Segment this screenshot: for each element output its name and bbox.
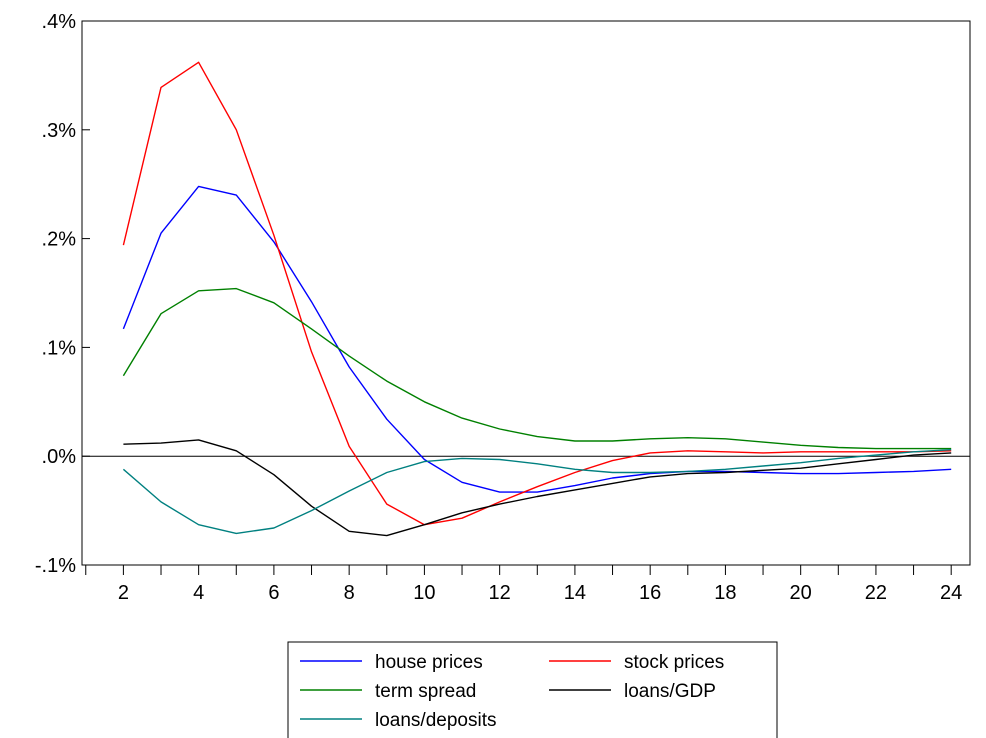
y-tick-label: -.1%	[35, 555, 76, 577]
x-tick-label: 2	[118, 582, 129, 604]
plot-frame	[81, 20, 971, 566]
legend-label-loans-gdp: loans/GDP	[624, 681, 716, 702]
y-tick-label: .3%	[42, 120, 77, 142]
x-tick-label: 6	[268, 582, 279, 604]
legend-label-term-spread: term spread	[375, 681, 476, 702]
legend-label-stock-prices: stock prices	[624, 652, 724, 673]
series-line-loans-gdp	[123, 439, 952, 537]
legend-box	[287, 641, 778, 738]
series-line-house-prices	[122, 185, 952, 493]
y-tick-label: .4%	[42, 11, 77, 33]
series-line-loans-deposits	[122, 449, 952, 535]
legend: house prices stock prices term spread loans…	[287, 641, 778, 738]
x-tick-label: 16	[639, 582, 661, 604]
x-tick-label: 14	[564, 582, 586, 604]
y-tick-label: .2%	[42, 229, 77, 251]
legend-label-loans-deposits: loans/deposits	[375, 710, 496, 731]
plot-border	[81, 20, 971, 566]
x-axis: 2 4 6 8 10 12 14 16 18 20 22 24	[85, 565, 962, 604]
series-line-stock-prices	[122, 61, 952, 526]
x-tick-label: 8	[344, 582, 355, 604]
x-tick-label: 12	[489, 582, 511, 604]
legend-label-house-prices: house prices	[375, 652, 483, 673]
x-tick-label: 18	[714, 582, 736, 604]
x-tick-label: 10	[413, 582, 435, 604]
y-tick-label: .0%	[42, 446, 77, 468]
x-tick-label: 20	[790, 582, 812, 604]
x-tick-label: 24	[940, 582, 962, 604]
x-tick-label: 4	[193, 582, 204, 604]
y-tick-label: .1%	[42, 337, 77, 359]
x-tick-label: 22	[865, 582, 887, 604]
y-axis: -.1% .0% .1% .2% .3% .4%	[35, 11, 90, 577]
series-line-term-spread	[122, 287, 952, 450]
series-lines	[122, 61, 952, 537]
